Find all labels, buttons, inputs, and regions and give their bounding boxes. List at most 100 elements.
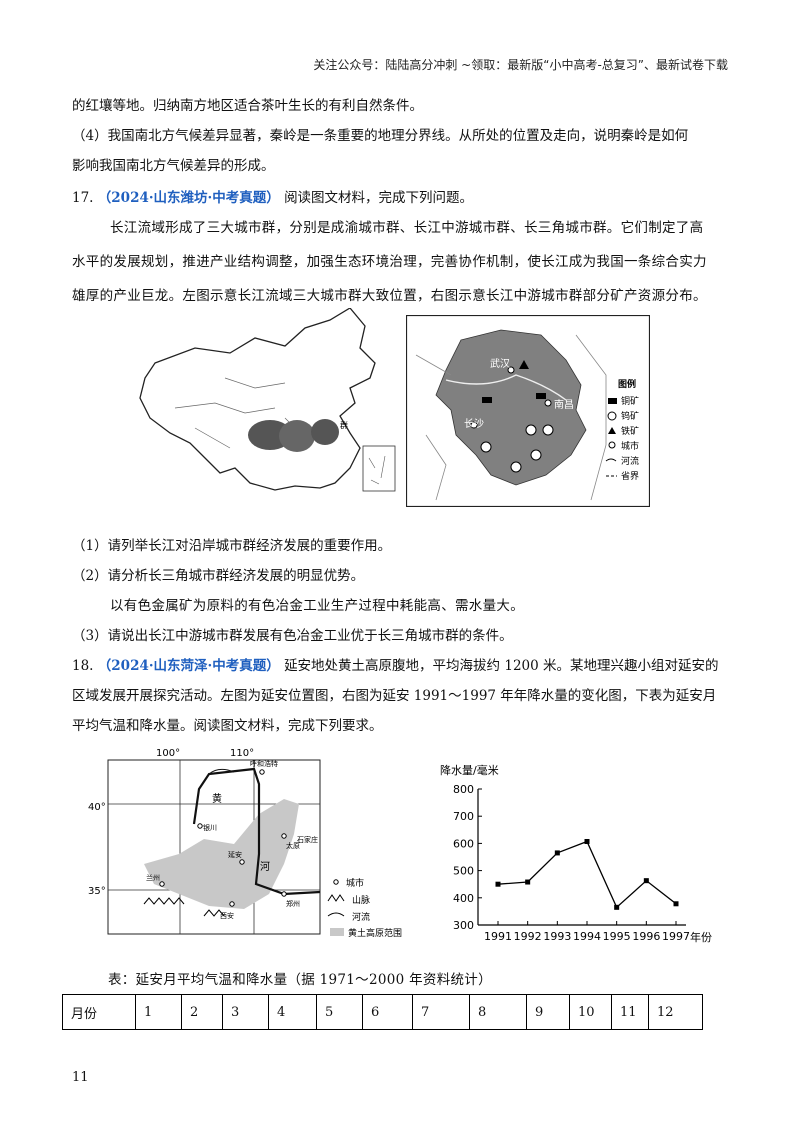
legend-iron-icon xyxy=(608,427,616,434)
label-nanchang: 南昌 xyxy=(554,398,574,411)
legend-plateau-icon xyxy=(330,928,344,936)
y-tick-label: 800 xyxy=(453,783,474,796)
data-point xyxy=(614,904,620,910)
city-yanan xyxy=(239,859,245,865)
yanan-location-map: 100° 110° 40° 35° 呼和浩特 黄 河 银川 延安 太原 石家庄 … xyxy=(88,748,402,939)
mountain-range-symbol xyxy=(203,909,225,917)
legend-label: 河流 xyxy=(621,455,639,467)
china-outline xyxy=(139,308,376,491)
city-cluster-middle xyxy=(279,420,315,452)
city-huhehaote xyxy=(259,769,265,775)
legend-copper-icon xyxy=(608,398,617,404)
x-tick-label: 1997 xyxy=(662,930,690,943)
question-4: （4）我国南北方气候差异显著，秦岭是一条重要的地理分界线。从所处的位置及走向，说… xyxy=(72,128,689,144)
city-taiyuan xyxy=(281,833,287,839)
y-tick-label: 700 xyxy=(453,810,474,823)
label-yinchuan: 银川 xyxy=(203,823,217,832)
label-xian: 西安 xyxy=(220,911,234,920)
legend-label: 城市 xyxy=(621,440,639,452)
legend-city-icon xyxy=(608,441,616,449)
city-marker-nanchang xyxy=(544,399,552,407)
city-zhengzhou xyxy=(281,891,287,897)
city-group-region xyxy=(435,329,587,486)
city-yinchuan xyxy=(197,823,203,829)
tungsten-mine-marker xyxy=(480,441,492,453)
table-cell: 9 xyxy=(526,994,570,1030)
legend-label: 钨矿 xyxy=(621,410,639,422)
material-note: 以有色金属矿为原料的有色冶金工业生产过程中耗能高、需水量大。 xyxy=(110,598,524,614)
climate-table: 月份 1 2 3 4 5 6 7 8 9 10 11 12 xyxy=(62,994,703,1030)
iron-mine-marker xyxy=(519,360,529,369)
tungsten-mine-marker xyxy=(530,449,542,461)
page-header: 关注公众号：陆陆高分冲刺 ~领取：最新版“小中高考-总复习”、最新试卷下载 xyxy=(313,58,728,72)
tungsten-mine-marker xyxy=(525,424,537,436)
x-tick-label: 1992 xyxy=(514,930,542,943)
legend-river-icon xyxy=(605,458,617,462)
page-number: 11 xyxy=(72,1070,89,1085)
data-point xyxy=(643,878,649,884)
legend-label: 山脉 xyxy=(352,894,370,906)
table-cell: 4 xyxy=(268,994,317,1030)
question-18-heading: 18. （2024·山东菏泽·中考真题） 延安地处黄土高原腹地，平均海拔约 12… xyxy=(72,656,719,676)
label-shijiazhuang: 石家庄 xyxy=(297,835,318,844)
chart-xlabel: 年份 xyxy=(690,930,712,944)
city-marker-changsha xyxy=(470,421,478,429)
yellow-river xyxy=(192,767,321,896)
data-point xyxy=(554,850,560,856)
text-line: 影响我国南北方气候差异的形成。 xyxy=(72,158,275,174)
label-zhengzhou: 郑州 xyxy=(286,900,300,908)
latitude-label: 40° xyxy=(88,802,106,813)
city-cluster-label: 群 xyxy=(340,420,348,430)
city-lanzhou xyxy=(159,881,165,887)
copper-mine-marker xyxy=(482,397,492,403)
table-header-cell: 月份 xyxy=(62,994,136,1030)
legend-label: 铁矿 xyxy=(621,425,639,437)
text-line: 平均气温和降水量。阅读图文材料，完成下列要求。 xyxy=(72,718,383,734)
legend-city-icon xyxy=(333,879,339,885)
tungsten-mine-marker xyxy=(510,461,522,473)
table-cell: 5 xyxy=(316,994,363,1030)
legend-title: 图例 xyxy=(618,378,636,390)
label-lanzhou: 兰州 xyxy=(146,873,160,882)
yangtze-river xyxy=(445,374,567,401)
label-taiyuan: 太原 xyxy=(286,841,300,850)
text-line: 区域发展开展探究活动。左图为延安位置图，右图为延安 1991～1997 年年降水… xyxy=(72,688,717,704)
inset-lines xyxy=(368,455,386,485)
data-point xyxy=(584,838,590,844)
longitude-label: 100° xyxy=(156,748,180,759)
legend-label: 铜矿 xyxy=(621,395,639,407)
longitude-label: 110° xyxy=(230,748,254,759)
province-boundaries xyxy=(415,334,607,501)
question-source: （2024·山东菏泽·中考真题） xyxy=(97,658,280,674)
y-tick-label: 300 xyxy=(453,919,474,932)
legend-mountain-icon xyxy=(327,894,345,902)
loess-plateau-region xyxy=(144,799,299,909)
copper-mine-marker xyxy=(536,393,546,399)
label-huang: 黄 xyxy=(212,792,222,805)
table-cell: 10 xyxy=(569,994,612,1030)
y-tick-label: 600 xyxy=(453,837,474,850)
province-lines xyxy=(174,377,326,449)
table-caption: 表：延安月平均气温和降水量（据 1971～2000 年资料统计） xyxy=(108,972,492,988)
x-tick-label: 1991 xyxy=(484,930,512,943)
y-tick-label: 400 xyxy=(453,892,474,905)
latitude-label: 35° xyxy=(88,886,106,897)
south-sea-inset xyxy=(362,445,396,492)
data-point xyxy=(495,881,501,887)
table-cell: 12 xyxy=(648,994,703,1030)
table-cell: 8 xyxy=(469,994,527,1030)
question-17-1: （1）请列举长江对沿岸城市群经济发展的重要作用。 xyxy=(72,538,392,554)
legend-label: 黄土高原范围 xyxy=(348,927,402,939)
legend-river-icon xyxy=(327,912,345,917)
question-intro: 延安地处黄土高原腹地，平均海拔约 1200 米。某地理兴趣小组对延安的 xyxy=(284,658,719,674)
tungsten-mine-marker xyxy=(542,424,554,436)
data-point xyxy=(673,901,679,907)
city-marker-wuhan xyxy=(507,366,515,374)
question-number: 17. xyxy=(72,190,94,206)
mountain-range-symbol xyxy=(143,897,185,905)
middle-yangtze-map-figure: 武汉 长沙 南昌 图例 铜矿 钨矿 铁矿 城市 河流 省界 xyxy=(406,315,650,507)
x-tick-label: 1994 xyxy=(573,930,601,943)
table-cell: 2 xyxy=(181,994,223,1030)
x-tick-label: 1995 xyxy=(603,930,631,943)
